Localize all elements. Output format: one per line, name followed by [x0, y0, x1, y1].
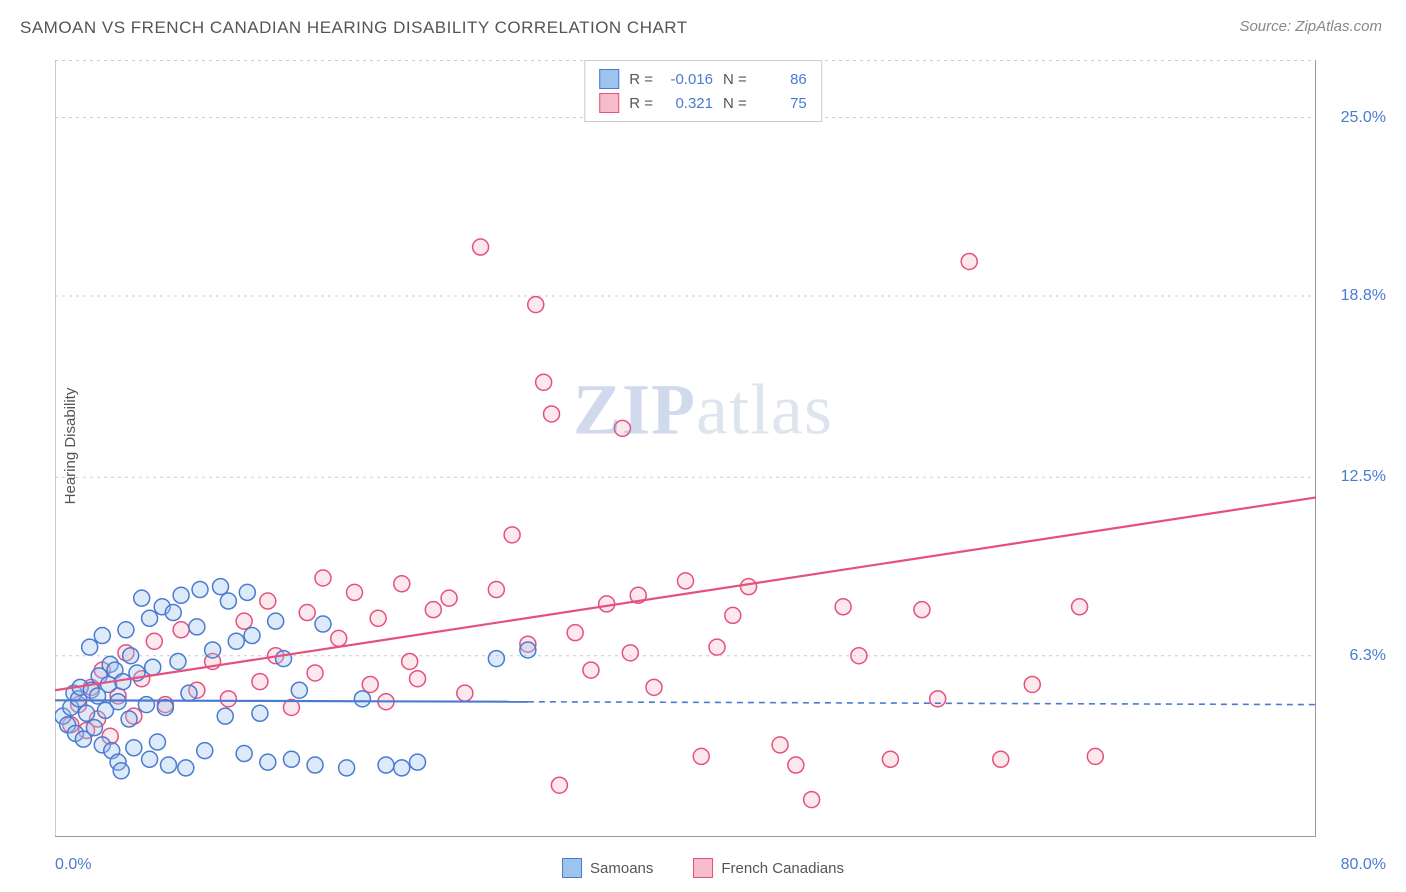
- y-tick-label: 18.8%: [1341, 287, 1386, 305]
- bottom-legend: Samoans French Canadians: [562, 858, 844, 878]
- legend-n-value-french-canadians: 75: [757, 95, 807, 112]
- y-tick-label: 12.5%: [1341, 468, 1386, 486]
- legend-n-prefix: N =: [723, 71, 747, 88]
- scatter-plot-svg: [55, 60, 1316, 837]
- x-axis-max-label: 80.0%: [1341, 856, 1386, 874]
- y-tick-label: 25.0%: [1341, 109, 1386, 127]
- legend-r-prefix: R =: [629, 71, 653, 88]
- legend-r-value-french-canadians: 0.321: [663, 95, 713, 112]
- source-attribution: Source: ZipAtlas.com: [1239, 18, 1382, 35]
- legend-swatch-french-canadians: [599, 93, 619, 113]
- legend-r-value-samoans: -0.016: [663, 71, 713, 88]
- bottom-swatch-samoans: [562, 858, 582, 878]
- bottom-swatch-french-canadians: [693, 858, 713, 878]
- bottom-label-french-canadians: French Canadians: [721, 860, 844, 877]
- x-axis-min-label: 0.0%: [55, 856, 91, 874]
- bottom-legend-samoans: Samoans: [562, 858, 653, 878]
- legend-n-prefix: N =: [723, 95, 747, 112]
- legend-swatch-samoans: [599, 69, 619, 89]
- legend-row-french-canadians: R = 0.321 N = 75: [599, 91, 807, 115]
- legend-r-prefix: R =: [629, 95, 653, 112]
- bottom-label-samoans: Samoans: [590, 860, 653, 877]
- correlation-legend-box: R = -0.016 N = 86 R = 0.321 N = 75: [584, 60, 822, 122]
- plot-area: [55, 60, 1316, 837]
- bottom-legend-french-canadians: French Canadians: [693, 858, 844, 878]
- chart-title: SAMOAN VS FRENCH CANADIAN HEARING DISABI…: [20, 18, 688, 38]
- legend-row-samoans: R = -0.016 N = 86: [599, 67, 807, 91]
- y-tick-label: 6.3%: [1350, 647, 1386, 665]
- legend-n-value-samoans: 86: [757, 71, 807, 88]
